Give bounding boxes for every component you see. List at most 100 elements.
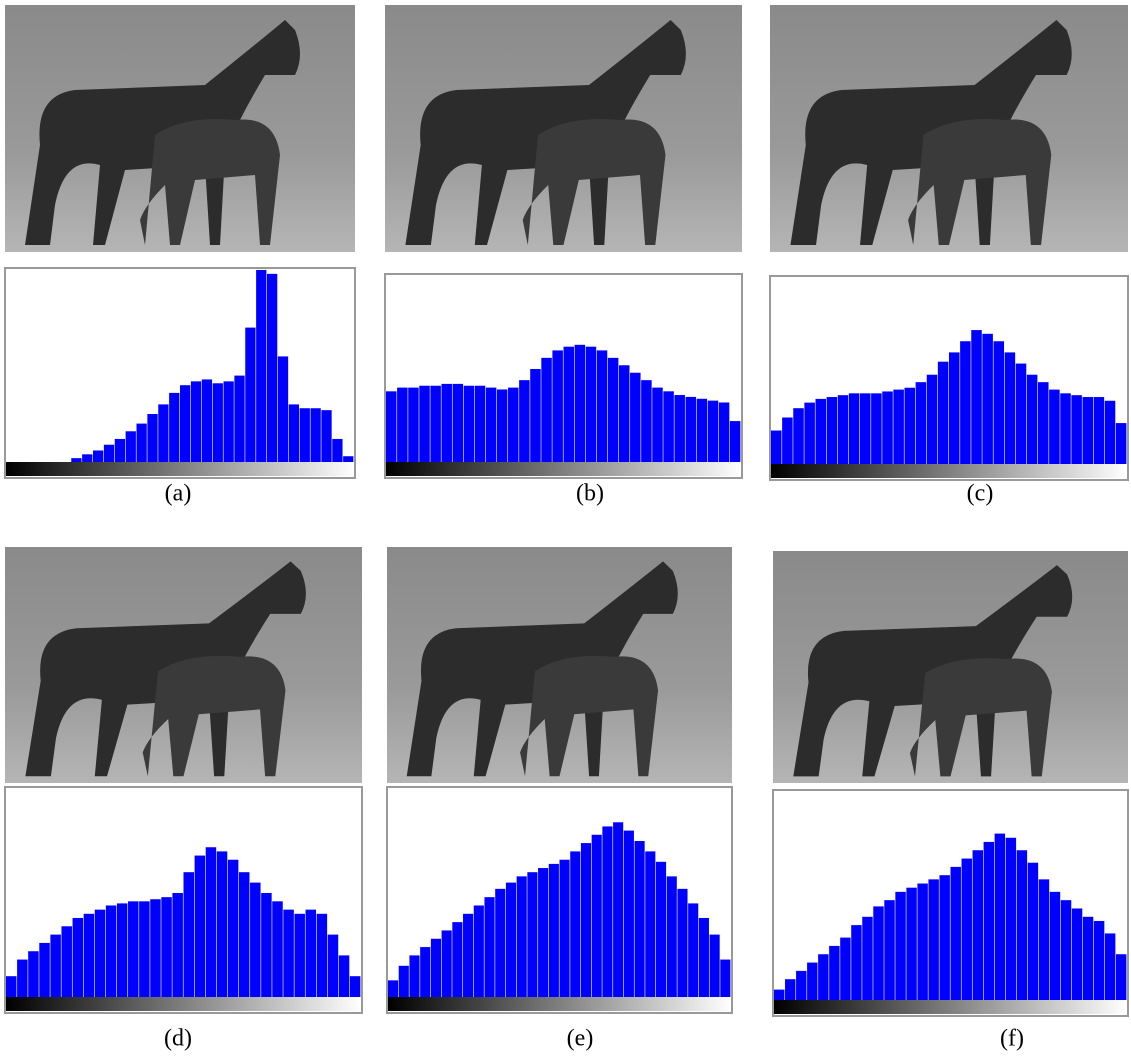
histogram-bar [862,917,872,1000]
histogram-bar [688,903,698,997]
histogram-bar [1006,838,1016,1000]
histogram-bar [807,963,817,1000]
panel: (c) [770,5,1128,507]
histogram-bar [1094,397,1105,464]
histogram-bar [827,397,838,464]
gray-scale-bar [6,462,354,476]
histogram-bar [278,356,288,462]
histogram-bar [838,395,849,464]
histogram-bar [1050,892,1060,1000]
histogram-bar [399,966,409,997]
histogram-bar [1083,397,1094,464]
histogram-bar [796,971,806,1000]
histogram-bar [893,390,904,464]
histogram-bar [1060,393,1071,464]
histogram-bar [106,905,116,997]
panel: (f) [773,551,1128,1052]
histogram-bar [939,875,949,1000]
histogram-bar [306,910,316,997]
histogram-bar [916,382,927,464]
histogram-bar [674,395,684,462]
histogram-bar [586,347,596,462]
histogram-bar [1005,352,1016,464]
histogram-bar [677,889,687,997]
histogram-bar [719,402,729,462]
histogram-bar [61,926,71,997]
caption: (b) [576,481,604,507]
histogram-bar [613,822,623,997]
histogram-bar [581,843,591,997]
histogram-bar [139,901,149,997]
histogram-bar [217,851,227,997]
histogram-bar [560,860,570,997]
caption: (e) [567,1026,594,1052]
histogram-bar [982,334,993,464]
histogram-bar [619,365,629,462]
caption: (c) [967,481,994,507]
histogram-bar [267,274,277,462]
histogram-bar [17,960,27,997]
histogram-bar [1083,917,1093,1000]
histogram-bar [771,431,782,464]
histogram-bar [228,860,238,997]
histogram-bar [420,947,430,997]
histogram-bar [202,379,212,462]
histogram-bar [645,851,655,997]
histogram-bar [441,384,451,462]
histogram-bar [126,431,136,462]
histogram-bar [570,851,580,997]
histogram-bar [564,347,574,462]
histogram-bar [884,900,894,1000]
caption: (d) [164,1026,192,1052]
gray-scale-bar [6,997,361,1011]
histogram-bar [137,424,147,462]
histogram-bar [871,393,882,464]
histogram-bar [463,914,473,997]
histogram-bar [730,421,740,462]
histogram-bar [486,388,496,462]
histogram-bar [28,951,38,997]
histogram-bar [530,369,540,462]
histogram-bar [697,399,707,462]
gray-scale-bar [386,462,741,476]
histogram-bar [928,879,938,1000]
histogram-bar [984,842,994,1000]
histogram-bar [169,393,179,462]
histogram-bar [906,888,916,1000]
histogram-bar [495,889,505,997]
histogram-bar [161,897,171,997]
gray-scale-bar [774,1000,1127,1014]
histogram-bar [552,350,562,462]
histogram-bar [508,388,518,462]
histogram-bar [1116,954,1126,1000]
histogram-bar [272,901,282,997]
histogram-bar [1016,364,1027,464]
histogram-bar [1061,900,1071,1000]
histogram-bar [388,980,398,997]
histogram-bar [184,872,194,997]
histogram-bar [973,850,983,1000]
histogram-bar [250,883,260,997]
histogram-bar [597,350,607,462]
histogram-bar [289,404,299,462]
histogram-bar [971,330,982,464]
histogram-bar [213,383,223,462]
histogram-bar [951,867,961,1000]
histogram-bar [927,375,938,464]
histogram-bar [224,381,234,462]
histogram-bar [104,445,114,462]
histogram-bar [261,893,271,997]
histogram-bar [1028,863,1038,1000]
histogram-bar [641,380,651,462]
histogram-bar [538,868,548,997]
histogram-bar [245,328,255,462]
histogram-bar [328,935,338,997]
histogram-bar [873,906,883,1000]
histogram-bar [343,456,353,462]
histogram-bar [774,990,784,1000]
histogram-bar [6,976,16,997]
histogram-bar [635,841,645,997]
histogram-bar [71,458,81,462]
histogram-bar [960,341,971,464]
histogram-bar [82,454,92,462]
